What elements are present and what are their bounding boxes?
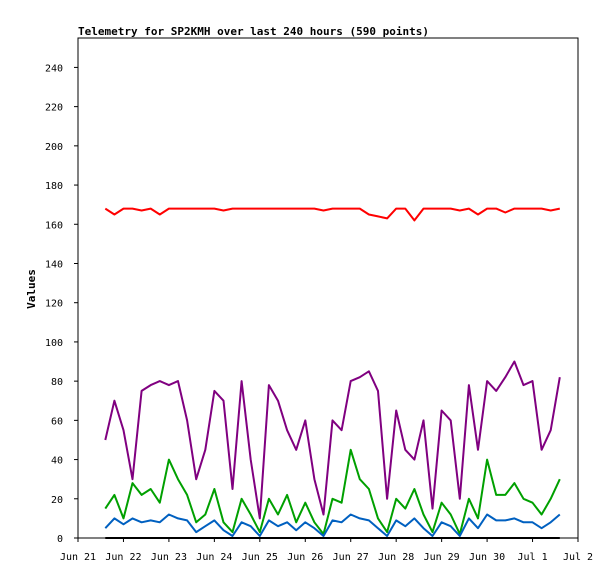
x-tick-label-0: Jun 21 xyxy=(60,552,96,563)
x-tick-label-8: Jun 29 xyxy=(424,552,460,563)
y-tick-label-220: 220 xyxy=(45,103,63,114)
x-tick-label-7: Jun 28 xyxy=(378,552,414,563)
y-tick-label-80: 80 xyxy=(51,377,63,388)
y-tick-label-240: 240 xyxy=(45,63,63,74)
y-tick-label-200: 200 xyxy=(45,142,63,153)
x-tick-label-10: Jul 1 xyxy=(517,552,547,563)
x-tick-label-3: Jun 24 xyxy=(196,552,232,563)
y-tick-label-100: 100 xyxy=(45,338,63,349)
series-line-3 xyxy=(104,513,561,537)
x-tick-label-11: Jul 2 xyxy=(563,552,593,563)
y-tick-label-0: 0 xyxy=(57,534,63,545)
y-tick-label-140: 140 xyxy=(45,259,63,270)
x-tick-label-9: Jun 30 xyxy=(469,552,505,563)
series-line-1 xyxy=(104,360,561,520)
y-axis-label: Values xyxy=(25,269,38,309)
y-tick-label-20: 20 xyxy=(51,495,63,506)
series-line-2 xyxy=(104,448,561,536)
x-tick-label-4: Jun 25 xyxy=(242,552,278,563)
chart-title: Telemetry for SP2KMH over last 240 hours… xyxy=(78,25,429,38)
x-tick-label-6: Jun 27 xyxy=(333,552,369,563)
x-tick-label-2: Jun 23 xyxy=(151,552,187,563)
y-tick-label-160: 160 xyxy=(45,220,63,231)
x-tick-label-1: Jun 22 xyxy=(105,552,141,563)
y-tick-label-120: 120 xyxy=(45,299,63,310)
series-line-0 xyxy=(104,207,561,222)
x-tick-label-5: Jun 26 xyxy=(287,552,323,563)
y-tick-label-60: 60 xyxy=(51,416,63,427)
y-tick-label-40: 40 xyxy=(51,456,63,467)
y-tick-label-180: 180 xyxy=(45,181,63,192)
